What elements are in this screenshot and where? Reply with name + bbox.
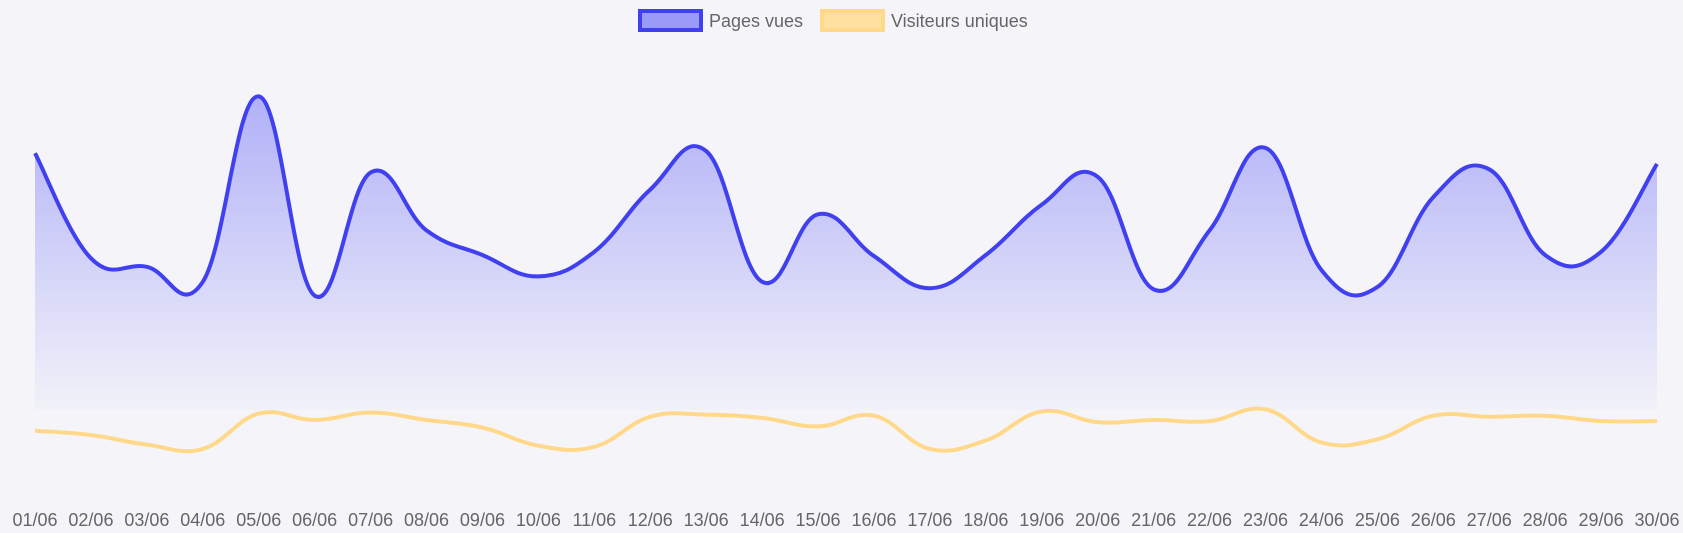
x-tick-label: 01/06 bbox=[12, 510, 57, 530]
legend-label-visiteurs-uniques: Visiteurs uniques bbox=[891, 11, 1028, 31]
x-tick-label: 16/06 bbox=[851, 510, 896, 530]
x-tick-label: 09/06 bbox=[460, 510, 505, 530]
x-tick-label: 02/06 bbox=[68, 510, 113, 530]
x-tick-label: 19/06 bbox=[1019, 510, 1064, 530]
series-line-pages-vues[interactable] bbox=[33, 94, 1659, 299]
x-tick-label: 07/06 bbox=[348, 510, 393, 530]
x-tick-label: 17/06 bbox=[907, 510, 952, 530]
x-axis: 01/06 02/06 03/06 04/06 05/06 06/06 07/06 08/06… bbox=[12, 510, 1679, 530]
x-tick-label: 04/06 bbox=[180, 510, 225, 530]
x-tick-label: 11/06 bbox=[572, 510, 616, 530]
x-tick-label: 26/06 bbox=[1411, 510, 1456, 530]
x-tick-label: 21/06 bbox=[1131, 510, 1176, 530]
x-tick-label: 10/06 bbox=[516, 510, 561, 530]
x-tick-label: 20/06 bbox=[1075, 510, 1120, 530]
x-tick-label: 14/06 bbox=[740, 510, 785, 530]
x-tick-label: 18/06 bbox=[963, 510, 1008, 530]
x-tick-label: 06/06 bbox=[292, 510, 337, 530]
legend-label-pages-vues: Pages vues bbox=[709, 11, 803, 31]
series-layer bbox=[33, 94, 1659, 454]
x-tick-label: 15/06 bbox=[796, 510, 841, 530]
legend: Pages vues Visiteurs uniques bbox=[638, 9, 1028, 32]
x-tick-label: 05/06 bbox=[236, 510, 281, 530]
x-tick-label: 23/06 bbox=[1243, 510, 1288, 530]
legend-item-pages-vues[interactable]: Pages vues bbox=[638, 9, 803, 32]
series-line-visiteurs-uniques[interactable] bbox=[34, 406, 1658, 454]
x-tick-label: 08/06 bbox=[404, 510, 449, 530]
legend-item-visiteurs-uniques[interactable]: Visiteurs uniques bbox=[820, 9, 1028, 32]
x-tick-label: 30/06 bbox=[1634, 510, 1679, 530]
x-tick-label: 12/06 bbox=[628, 510, 673, 530]
x-tick-label: 13/06 bbox=[684, 510, 729, 530]
x-tick-label: 29/06 bbox=[1579, 510, 1624, 530]
x-tick-label: 25/06 bbox=[1355, 510, 1400, 530]
x-tick-label: 28/06 bbox=[1523, 510, 1568, 530]
x-tick-label: 03/06 bbox=[124, 510, 169, 530]
x-tick-label: 24/06 bbox=[1299, 510, 1344, 530]
legend-swatch-pages-vues bbox=[638, 9, 703, 32]
area-pages-vues bbox=[35, 96, 1657, 410]
legend-swatch-visiteurs-uniques bbox=[820, 9, 885, 32]
x-tick-label: 27/06 bbox=[1467, 510, 1512, 530]
x-tick-label: 22/06 bbox=[1187, 510, 1232, 530]
